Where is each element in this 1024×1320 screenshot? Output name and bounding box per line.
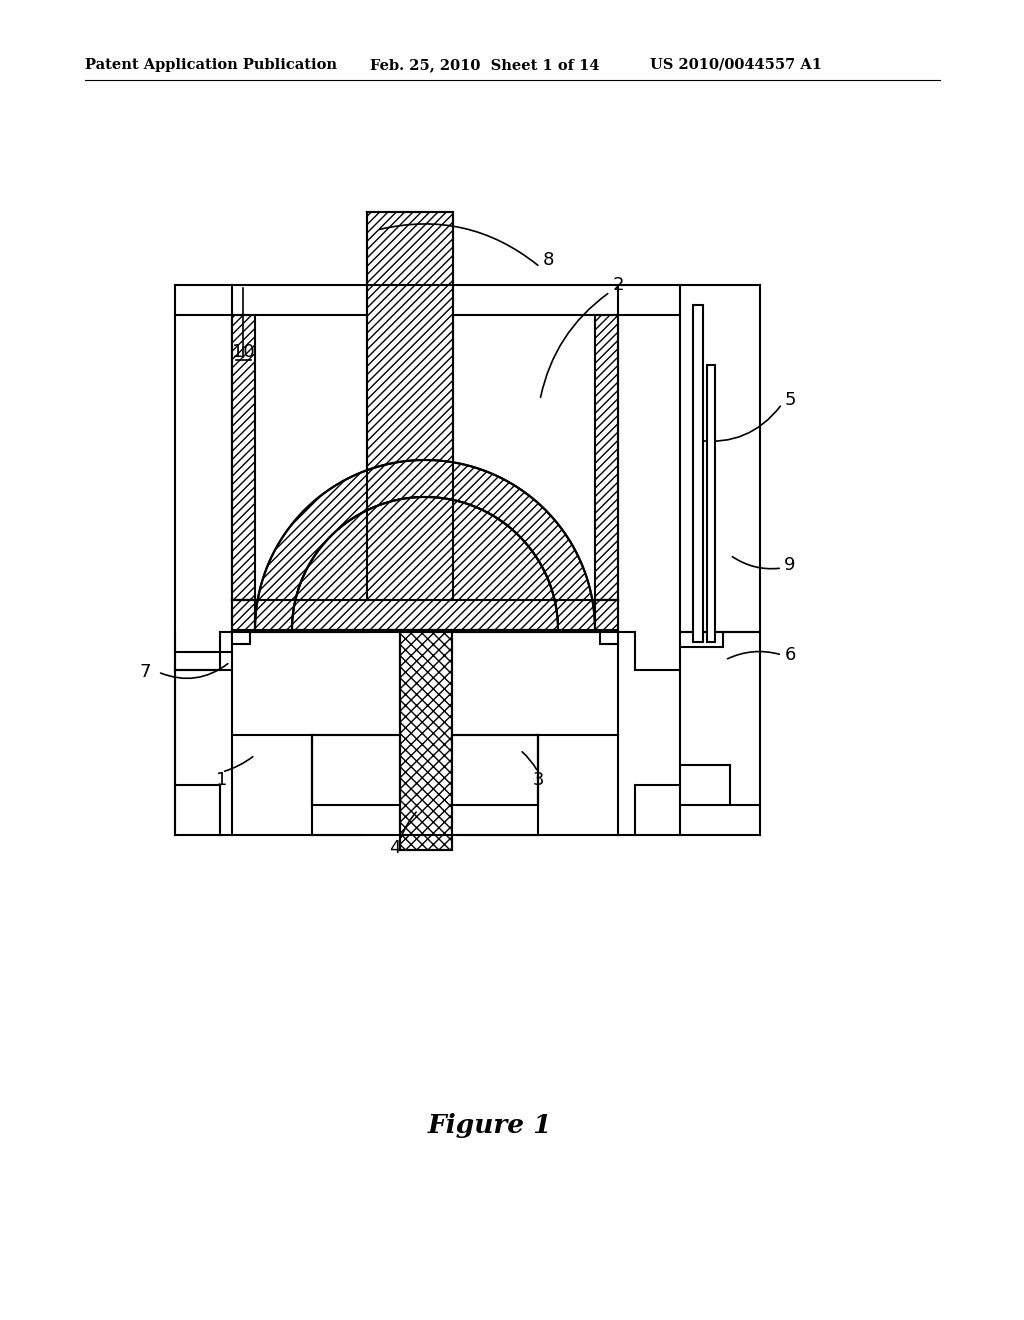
- Text: 8: 8: [543, 251, 554, 269]
- Bar: [175, 285, 680, 836]
- Bar: [600, 632, 618, 644]
- Text: 2: 2: [612, 276, 624, 294]
- Text: Figure 1: Figure 1: [428, 1113, 552, 1138]
- Text: 9: 9: [784, 556, 796, 574]
- Bar: [232, 601, 255, 632]
- Bar: [312, 735, 400, 805]
- Bar: [232, 315, 255, 601]
- Bar: [255, 601, 367, 632]
- Polygon shape: [255, 459, 595, 630]
- Text: Feb. 25, 2010  Sheet 1 of 14: Feb. 25, 2010 Sheet 1 of 14: [370, 58, 599, 73]
- Text: 1: 1: [216, 771, 227, 789]
- Text: 3: 3: [532, 771, 544, 789]
- Bar: [707, 366, 715, 642]
- Text: 4: 4: [389, 840, 400, 857]
- Bar: [453, 601, 595, 632]
- Text: 10: 10: [231, 343, 254, 360]
- Text: Patent Application Publication: Patent Application Publication: [85, 58, 337, 73]
- Bar: [595, 601, 618, 632]
- Bar: [232, 632, 250, 644]
- Bar: [452, 735, 538, 805]
- Polygon shape: [292, 498, 558, 630]
- Text: 6: 6: [784, 645, 796, 664]
- Bar: [693, 305, 703, 642]
- Text: 7: 7: [139, 663, 151, 681]
- Bar: [400, 632, 452, 850]
- Bar: [367, 213, 453, 601]
- Text: 5: 5: [784, 391, 796, 409]
- Text: US 2010/0044557 A1: US 2010/0044557 A1: [650, 58, 822, 73]
- Bar: [595, 315, 618, 601]
